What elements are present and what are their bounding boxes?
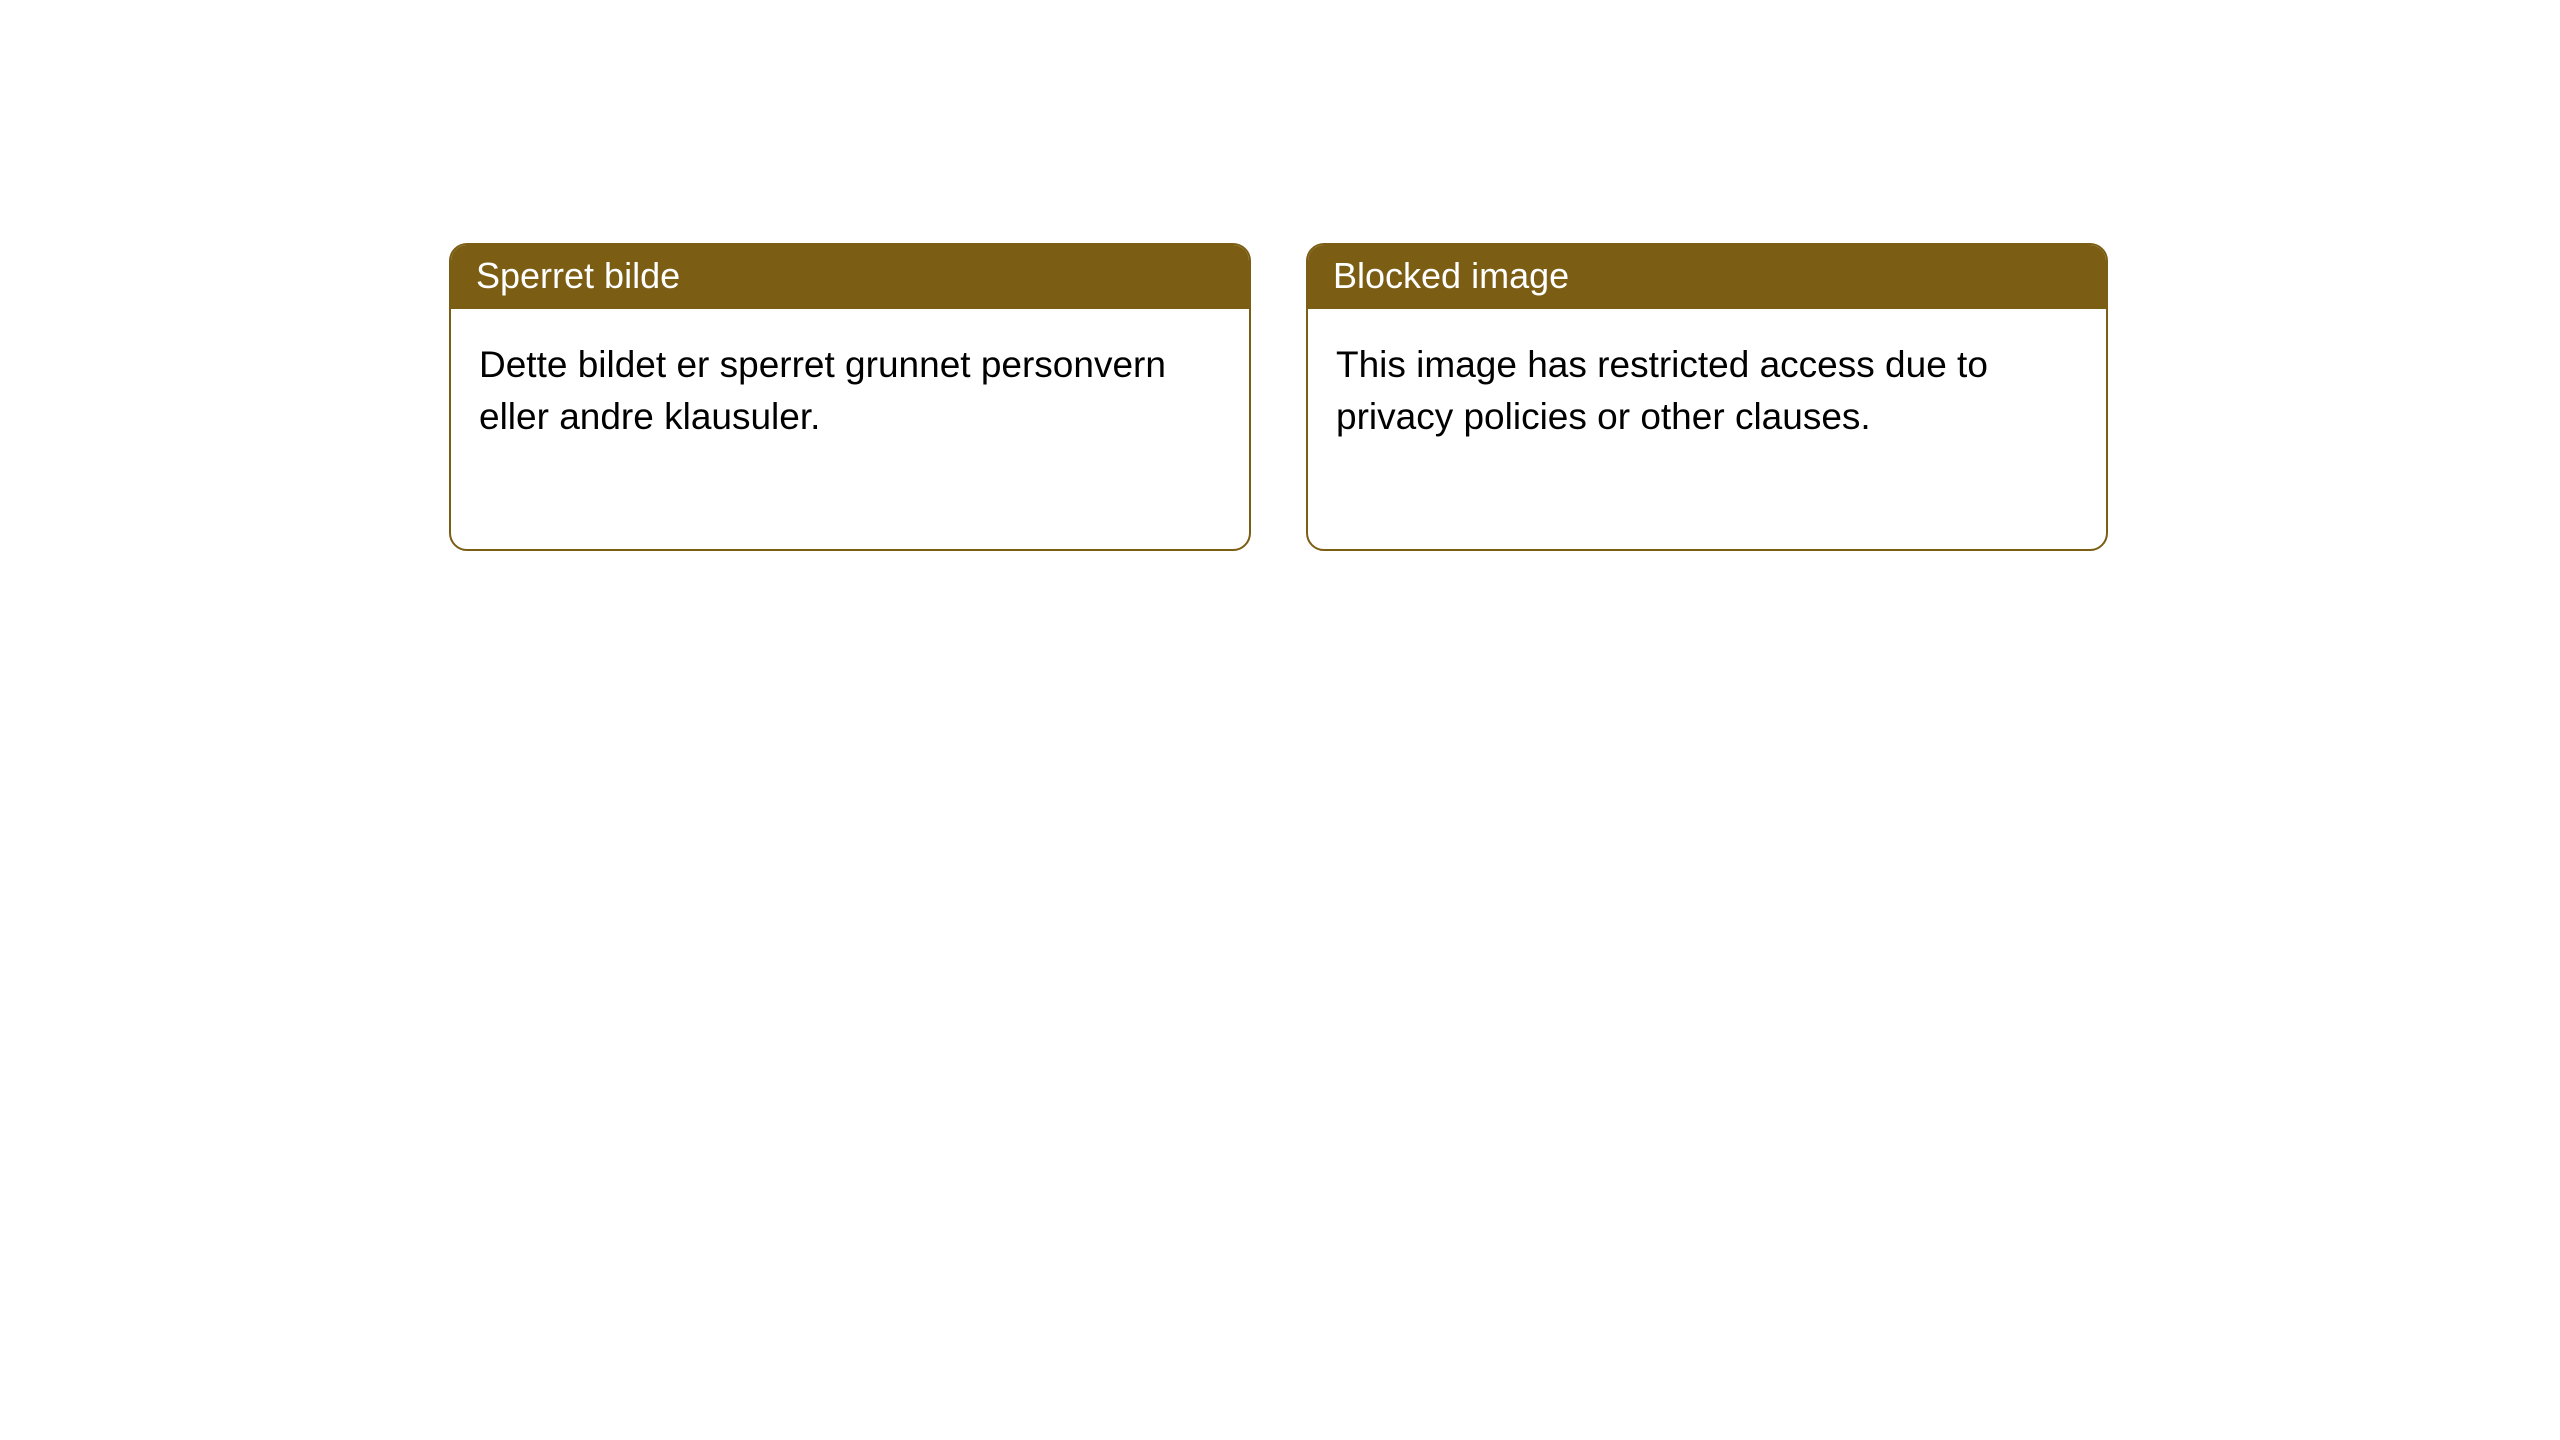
notice-title-norwegian: Sperret bilde <box>476 255 680 296</box>
notice-card-norwegian: Sperret bilde Dette bildet er sperret gr… <box>449 243 1251 551</box>
notice-container: Sperret bilde Dette bildet er sperret gr… <box>449 243 2108 551</box>
notice-header-norwegian: Sperret bilde <box>451 245 1249 309</box>
notice-card-english: Blocked image This image has restricted … <box>1306 243 2108 551</box>
notice-message-norwegian: Dette bildet er sperret grunnet personve… <box>479 344 1166 437</box>
notice-body-english: This image has restricted access due to … <box>1308 309 2106 549</box>
notice-header-english: Blocked image <box>1308 245 2106 309</box>
notice-title-english: Blocked image <box>1333 255 1569 296</box>
notice-message-english: This image has restricted access due to … <box>1336 344 1988 437</box>
notice-body-norwegian: Dette bildet er sperret grunnet personve… <box>451 309 1249 549</box>
